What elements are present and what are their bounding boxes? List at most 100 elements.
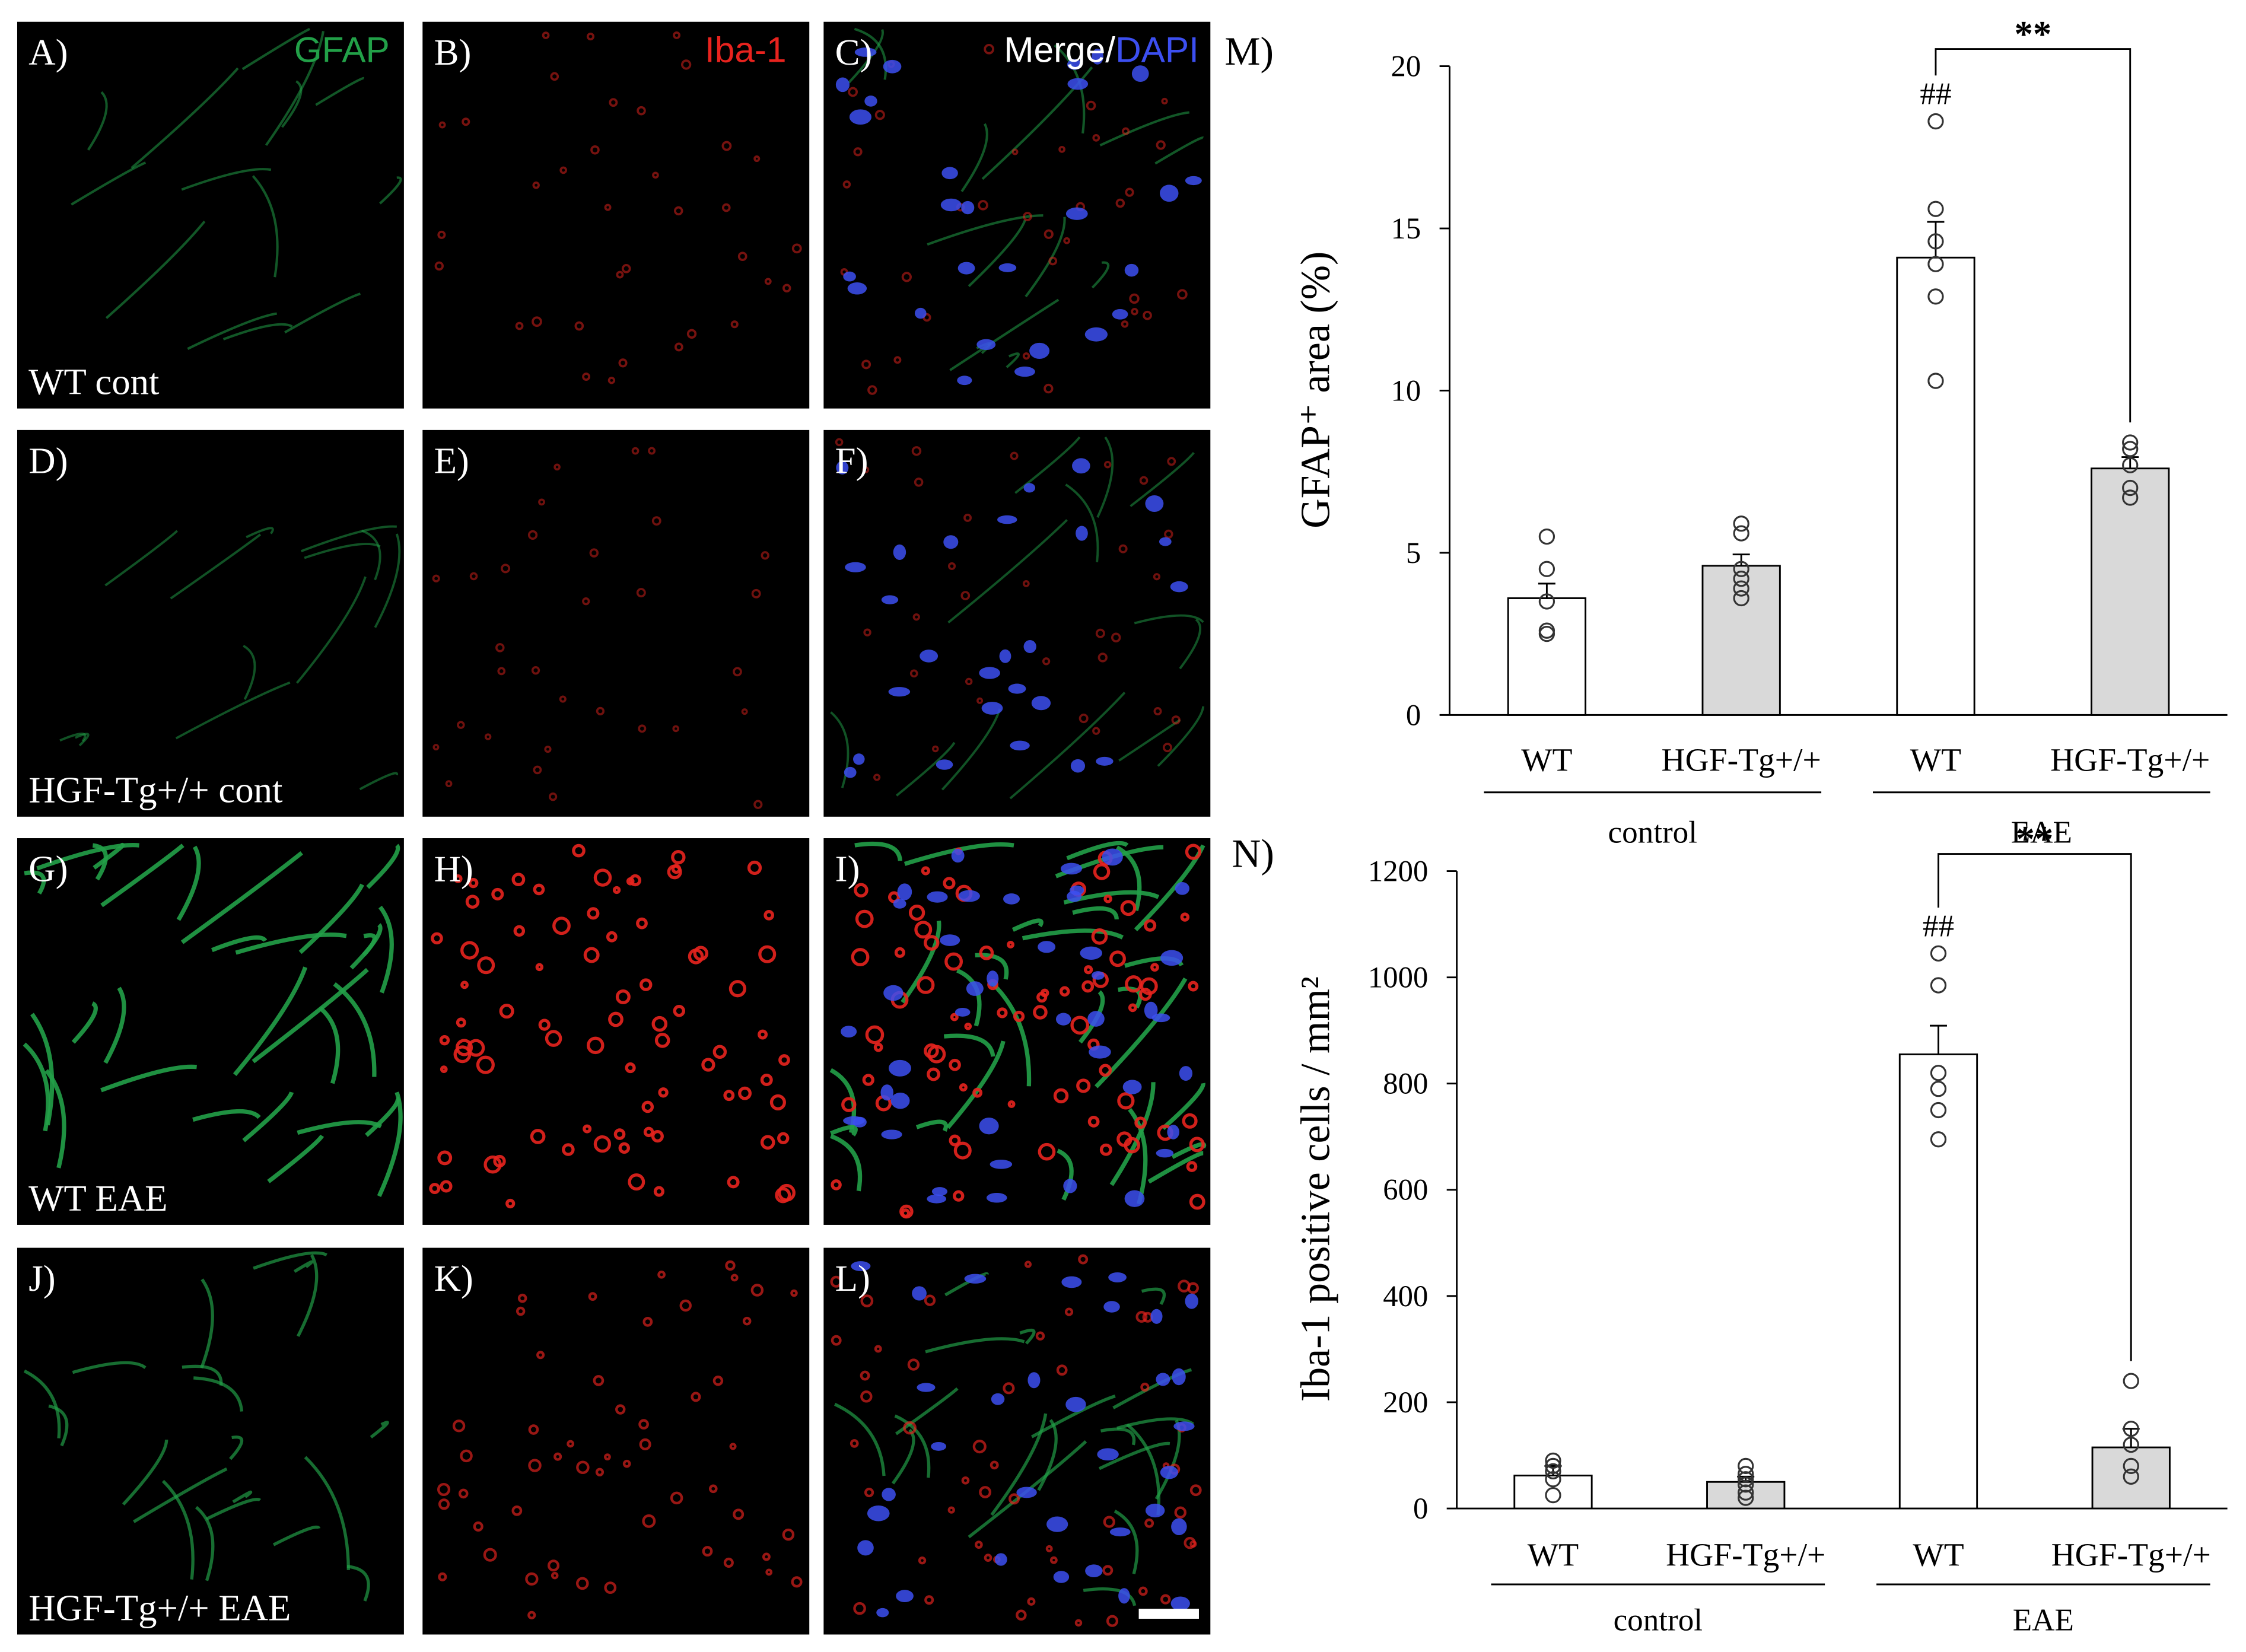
nucleus bbox=[1065, 1396, 1086, 1412]
microglia bbox=[1007, 941, 1014, 948]
microglia bbox=[1064, 1307, 1074, 1316]
microglia bbox=[751, 588, 761, 599]
glial-process bbox=[1011, 918, 1044, 932]
nucleus bbox=[880, 1084, 893, 1101]
microglia bbox=[1081, 980, 1095, 993]
data-point bbox=[1927, 256, 1944, 272]
microglia bbox=[553, 1452, 562, 1461]
microglia bbox=[497, 667, 506, 676]
microglia bbox=[1013, 1010, 1025, 1023]
bar bbox=[2091, 1446, 2171, 1510]
significance-bracket bbox=[1938, 853, 2132, 1361]
nucleus bbox=[976, 339, 996, 351]
y-tick-label: 200 bbox=[1383, 1386, 1428, 1419]
bar bbox=[1896, 256, 1975, 716]
nucleus bbox=[1170, 1596, 1190, 1611]
data-point bbox=[1927, 373, 1944, 389]
glial-process bbox=[830, 1125, 858, 1137]
microglia bbox=[458, 1488, 469, 1499]
microglia bbox=[924, 1294, 936, 1306]
nucleus bbox=[847, 282, 867, 295]
glial-process bbox=[894, 1414, 931, 1478]
microglia bbox=[457, 721, 465, 729]
microglia bbox=[1078, 1254, 1089, 1265]
microglia bbox=[835, 438, 844, 447]
microglia bbox=[671, 849, 686, 865]
nucleus bbox=[888, 1059, 911, 1077]
microglia bbox=[701, 1058, 715, 1072]
microglia bbox=[462, 117, 470, 126]
glial-process bbox=[205, 1498, 262, 1521]
glial-process bbox=[122, 1439, 168, 1506]
microglia bbox=[1097, 652, 1108, 663]
nucleus bbox=[966, 981, 984, 996]
microglia bbox=[791, 243, 802, 254]
nucleus bbox=[853, 753, 865, 765]
microglia bbox=[582, 597, 590, 606]
data-point bbox=[1930, 1131, 1947, 1148]
panel-label: L) bbox=[835, 1258, 870, 1299]
microglia bbox=[848, 87, 858, 97]
glial-process bbox=[1162, 1083, 1205, 1130]
microglia bbox=[1134, 1116, 1147, 1129]
microglia bbox=[528, 1424, 539, 1435]
microglia bbox=[467, 1039, 485, 1057]
nucleus bbox=[998, 263, 1017, 272]
microglia bbox=[1103, 1516, 1115, 1528]
data-point bbox=[1545, 1471, 1561, 1488]
microglia bbox=[638, 724, 647, 733]
nucleus bbox=[1055, 1013, 1071, 1026]
nucleus bbox=[1046, 1516, 1068, 1532]
glial-process bbox=[834, 1402, 886, 1476]
microglia bbox=[1076, 1078, 1091, 1093]
nucleus bbox=[979, 1118, 999, 1135]
microglia bbox=[552, 916, 571, 935]
glial-process bbox=[1114, 1510, 1139, 1575]
nucleus bbox=[1159, 537, 1172, 546]
nucleus bbox=[1067, 78, 1089, 90]
microglia bbox=[674, 342, 683, 352]
microglia bbox=[964, 1022, 972, 1030]
glial-process bbox=[1147, 1151, 1204, 1184]
microglia bbox=[460, 981, 469, 989]
microglia bbox=[651, 1129, 664, 1143]
bar bbox=[1701, 565, 1781, 716]
nucleus bbox=[940, 934, 960, 946]
nucleus bbox=[927, 1194, 947, 1204]
y-tick-label: 5 bbox=[1406, 536, 1421, 569]
microglia bbox=[1048, 256, 1058, 266]
microglia bbox=[924, 935, 940, 951]
glial-process bbox=[176, 845, 201, 921]
microglia bbox=[860, 1370, 870, 1381]
microglia bbox=[468, 878, 479, 889]
nucleus bbox=[897, 883, 912, 900]
data-point bbox=[1538, 626, 1555, 642]
glial-process bbox=[131, 67, 239, 169]
glial-process bbox=[989, 980, 1032, 1087]
microglia bbox=[1042, 657, 1051, 666]
microglia bbox=[615, 1404, 626, 1415]
microglia bbox=[531, 666, 540, 675]
microglia bbox=[613, 1128, 626, 1140]
microglia bbox=[1156, 140, 1166, 150]
y-tick-label: 400 bbox=[1383, 1279, 1428, 1313]
nucleus bbox=[1171, 1518, 1187, 1536]
data-point bbox=[1733, 571, 1749, 587]
microglia bbox=[1189, 1540, 1197, 1548]
microglia bbox=[495, 643, 505, 652]
microglia bbox=[483, 1548, 497, 1562]
microglia bbox=[737, 252, 747, 262]
data-point bbox=[2122, 457, 2139, 473]
panel-label: I) bbox=[835, 848, 860, 889]
microglia bbox=[1140, 977, 1158, 995]
micrograph: G) WT EAE bbox=[17, 838, 404, 1225]
nucleus bbox=[927, 891, 948, 903]
microglia bbox=[1092, 133, 1100, 142]
nucleus bbox=[883, 59, 902, 74]
microglia bbox=[1036, 992, 1048, 1003]
micrograph: H) bbox=[422, 838, 810, 1225]
microglia bbox=[1153, 573, 1161, 581]
bar bbox=[2091, 467, 2170, 716]
glial-process bbox=[1118, 986, 1143, 1009]
microglia bbox=[657, 1270, 666, 1279]
